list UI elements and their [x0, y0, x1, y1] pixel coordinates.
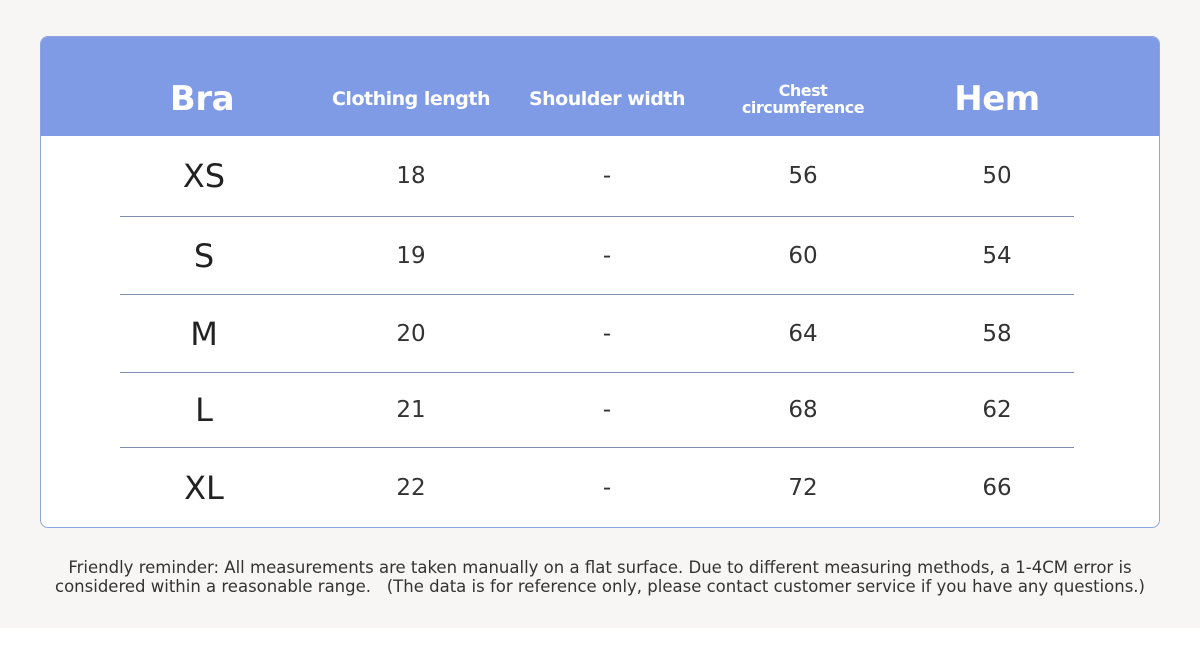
table-cell: 18 [396, 163, 426, 189]
table-cell: 66 [982, 475, 1012, 501]
size-label: S [193, 237, 215, 275]
row-separator [120, 216, 1074, 217]
column-header: Hem [954, 79, 1040, 119]
table-cell: 19 [396, 243, 426, 269]
table-cell: - [602, 243, 612, 269]
size-label: M [190, 315, 218, 353]
table-cell: 60 [788, 243, 818, 269]
table-cell: 58 [982, 321, 1012, 347]
size-label: L [195, 391, 213, 429]
row-separator [120, 447, 1074, 448]
row-separator [120, 294, 1074, 295]
table-cell: 21 [396, 397, 426, 423]
size-label: XS [182, 157, 226, 195]
table-cell: - [602, 321, 612, 347]
column-header: Chest circumference [741, 81, 865, 117]
size-label: XL [184, 469, 224, 507]
row-separator [120, 372, 1074, 373]
table-cell: 56 [788, 163, 818, 189]
column-header: Bra [169, 79, 235, 119]
table-cell: - [602, 163, 612, 189]
size-table: Bra Clothing length Shoulder width Chest ci… [40, 36, 1160, 528]
column-header: Clothing length [331, 88, 491, 110]
table-cell: 22 [396, 475, 426, 501]
table-cell: 20 [396, 321, 426, 347]
table-cell: 64 [788, 321, 818, 347]
table-cell: 50 [982, 163, 1012, 189]
column-header: Shoulder width [528, 88, 686, 110]
table-cell: 72 [788, 475, 818, 501]
table-header: Bra Clothing length Shoulder width Chest ci… [41, 37, 1159, 136]
footnote: Friendly reminder: All measurements are … [55, 558, 1145, 596]
table-cell: 68 [788, 397, 818, 423]
table-cell: - [602, 397, 612, 423]
table-cell: 62 [982, 397, 1012, 423]
table-cell: 54 [982, 243, 1012, 269]
table-cell: - [602, 475, 612, 501]
